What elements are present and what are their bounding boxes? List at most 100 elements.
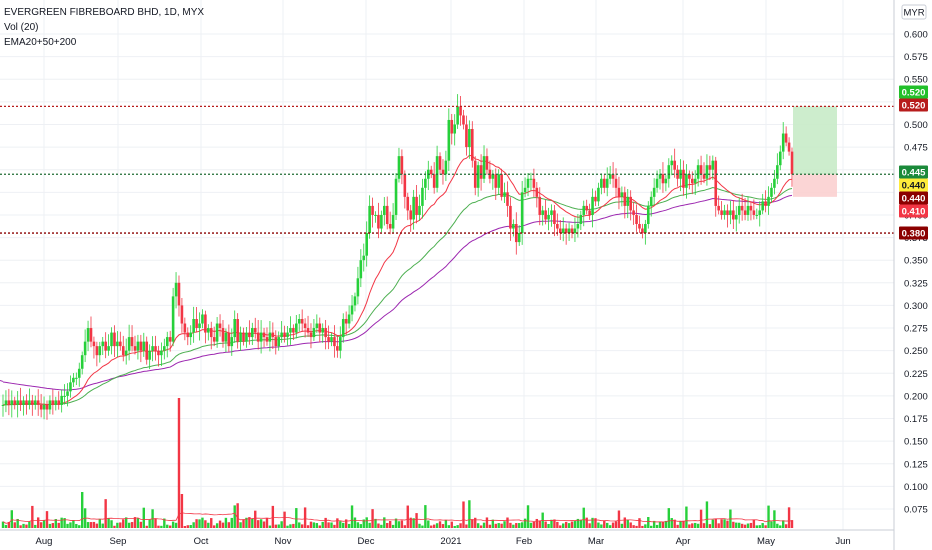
volume-bar <box>183 525 187 528</box>
candle-body <box>453 124 456 134</box>
y-tick-label: 0.150 <box>904 437 928 448</box>
volume-bar <box>447 525 451 528</box>
volume-bar <box>773 510 776 528</box>
volume-bar <box>406 505 409 528</box>
candle-body <box>177 282 181 306</box>
volume-bar <box>268 525 272 528</box>
volume-bar <box>168 525 172 528</box>
volume-bar <box>500 523 503 528</box>
volume-bar <box>391 524 395 528</box>
candle-body <box>174 282 178 297</box>
volume-bar <box>758 525 761 528</box>
volume-bar <box>441 524 445 528</box>
volume-bar <box>638 518 641 528</box>
candle-body <box>57 400 61 405</box>
candle-body <box>28 400 31 405</box>
candle-body <box>19 400 22 405</box>
volume-bar <box>195 519 198 528</box>
candle-body <box>124 350 128 356</box>
y-tick-label: 0.500 <box>904 120 928 131</box>
y-tick-label: 0.250 <box>904 346 928 357</box>
volume-bar <box>295 508 298 528</box>
volume-bar <box>694 522 697 528</box>
volume-indicator-label[interactable]: Vol (20) <box>4 22 39 33</box>
y-tick-label: 0.300 <box>904 301 928 312</box>
volume-bar <box>520 522 524 528</box>
candle-body <box>107 346 110 351</box>
volume-bar <box>644 524 647 528</box>
candle-body <box>529 178 533 180</box>
candle-body <box>133 346 137 351</box>
volume-bar <box>658 521 662 528</box>
volume-bar <box>691 523 694 528</box>
volume-bar <box>318 525 321 528</box>
volume-bar <box>374 518 377 528</box>
volume-bar <box>594 518 597 528</box>
candle-body <box>435 156 439 188</box>
y-tick-label: 0.475 <box>904 143 928 154</box>
volume-bar <box>676 524 679 528</box>
candle-body <box>717 205 720 211</box>
candle-body <box>767 196 770 206</box>
candle-body <box>321 328 325 333</box>
candle-body <box>723 210 726 215</box>
ema200-line <box>0 380 4 382</box>
candle-body <box>66 391 69 396</box>
volume-bar <box>207 522 210 528</box>
volume-bar <box>142 507 145 528</box>
candle-body <box>658 174 662 179</box>
price-badge <box>899 191 928 205</box>
y-tick-label: 0.575 <box>904 52 928 63</box>
volume-bar <box>418 523 421 528</box>
candle-body <box>333 337 336 347</box>
x-tick-label: Feb <box>516 536 532 547</box>
volume-bar <box>160 525 163 528</box>
y-tick-label: 0.100 <box>904 482 928 493</box>
candle-body <box>72 377 75 383</box>
volume-bar <box>201 517 204 528</box>
volume-bar <box>453 525 456 528</box>
candle-body <box>25 400 28 405</box>
candle-body <box>251 328 254 338</box>
candle-body <box>649 196 653 206</box>
candle-body <box>215 323 219 342</box>
price-badge-label: 0.440 <box>902 181 926 192</box>
candle-body <box>163 346 166 351</box>
volume-bar <box>430 525 433 528</box>
candle-body <box>362 255 366 261</box>
candle-body <box>242 332 245 342</box>
candle-body <box>655 178 659 188</box>
volume-bar <box>4 524 8 528</box>
candle-body <box>374 214 377 216</box>
candle-body <box>271 332 275 338</box>
volume-bar <box>547 523 550 528</box>
stop-zone <box>793 174 837 197</box>
candle-body <box>558 228 562 234</box>
candle-body <box>491 174 495 179</box>
candle-body <box>168 337 172 342</box>
volume-bar <box>312 522 316 528</box>
x-tick-label: Oct <box>194 536 209 547</box>
candle-body <box>438 156 442 170</box>
volume-bar <box>154 518 157 528</box>
ema-indicator-label[interactable]: EMA20+50+200 <box>4 37 77 48</box>
price-badge <box>899 85 928 99</box>
volume-bar <box>412 518 415 528</box>
candle-body <box>75 377 78 379</box>
volume-bar <box>124 517 128 528</box>
candle-body <box>582 205 586 215</box>
candle-body <box>283 332 286 338</box>
candle-body <box>450 119 454 134</box>
candle-body <box>33 400 37 405</box>
candle-body <box>403 174 407 197</box>
candle-body <box>614 178 618 188</box>
volume-bar <box>723 519 726 528</box>
volume-bar <box>682 520 685 528</box>
candle-body <box>297 319 301 324</box>
candle-body <box>600 178 603 188</box>
volume-bar <box>127 522 131 528</box>
candle-body <box>732 210 735 220</box>
volume-bar <box>51 523 55 528</box>
volume-bar <box>198 519 201 528</box>
